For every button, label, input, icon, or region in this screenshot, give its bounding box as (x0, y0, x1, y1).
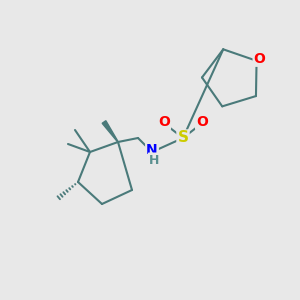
Polygon shape (102, 121, 118, 142)
Text: H: H (149, 154, 159, 166)
Text: O: O (158, 115, 170, 129)
Text: N: N (146, 143, 158, 157)
Text: O: O (196, 115, 208, 129)
Text: O: O (254, 52, 266, 66)
Text: S: S (178, 130, 188, 146)
